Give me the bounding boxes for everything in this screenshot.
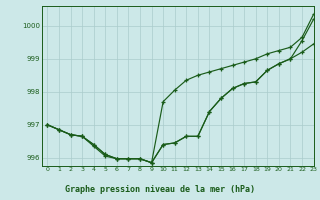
Text: Graphe pression niveau de la mer (hPa): Graphe pression niveau de la mer (hPa): [65, 185, 255, 194]
